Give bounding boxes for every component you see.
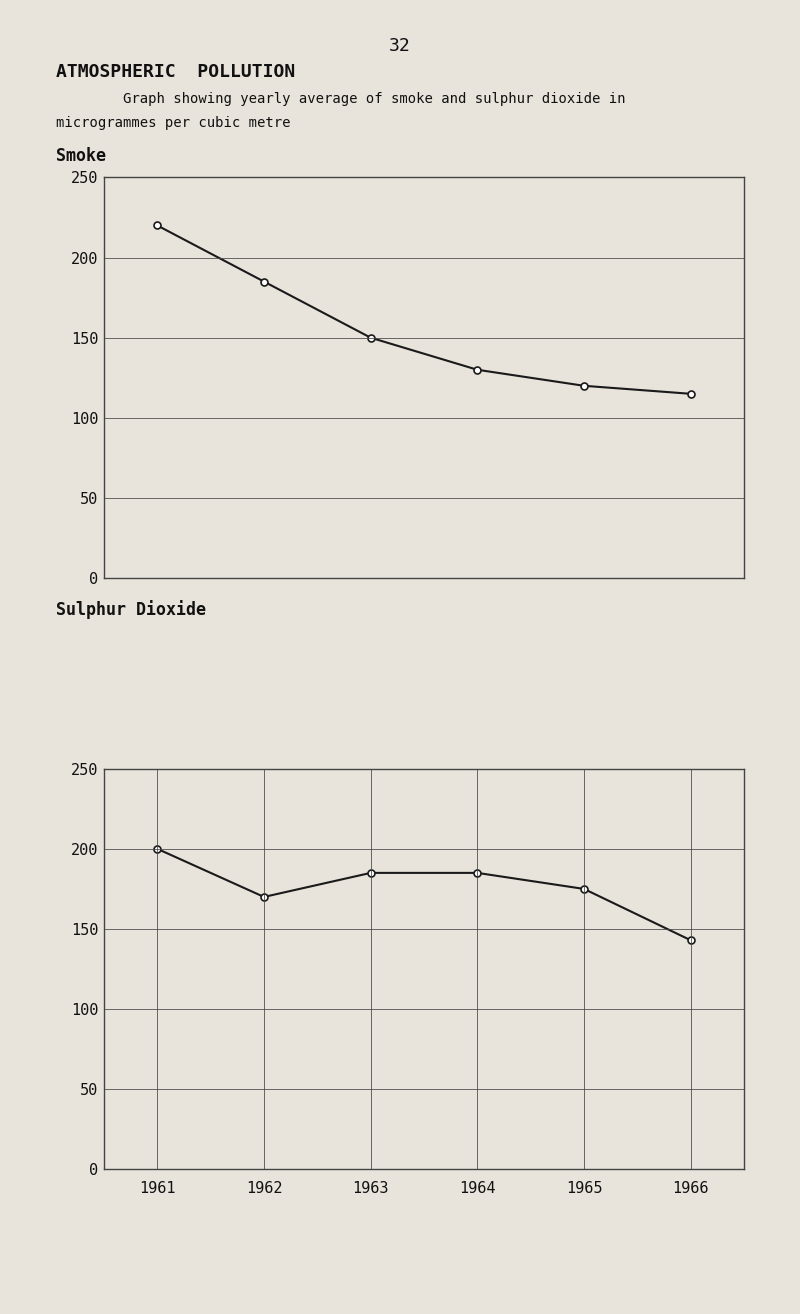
Text: ATMOSPHERIC  POLLUTION: ATMOSPHERIC POLLUTION (56, 63, 295, 81)
Text: Graph showing yearly average of smoke and sulphur dioxide in: Graph showing yearly average of smoke an… (56, 92, 626, 106)
Text: Smoke: Smoke (56, 147, 106, 166)
Text: 32: 32 (389, 37, 411, 55)
Text: Sulphur Dioxide: Sulphur Dioxide (56, 600, 206, 619)
Text: microgrammes per cubic metre: microgrammes per cubic metre (56, 116, 290, 130)
